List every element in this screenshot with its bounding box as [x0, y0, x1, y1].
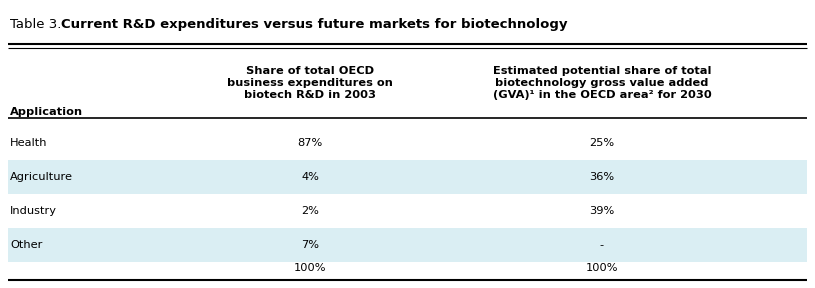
- Text: 2%: 2%: [301, 206, 319, 216]
- Text: Industry: Industry: [10, 206, 57, 216]
- Text: 36%: 36%: [589, 172, 615, 182]
- Text: 100%: 100%: [293, 263, 326, 273]
- Text: 7%: 7%: [301, 240, 319, 250]
- Text: Current R&D expenditures versus future markets for biotechnology: Current R&D expenditures versus future m…: [61, 18, 568, 31]
- Text: Agriculture: Agriculture: [10, 172, 73, 182]
- Text: 87%: 87%: [297, 138, 323, 148]
- Text: Share of total OECD
business expenditures on
biotech R&D in 2003: Share of total OECD business expenditure…: [227, 67, 393, 100]
- Text: Estimated potential share of total
biotechnology gross value added
(GVA)¹ in the: Estimated potential share of total biote…: [492, 67, 711, 100]
- Text: Health: Health: [10, 138, 47, 148]
- Text: 25%: 25%: [589, 138, 615, 148]
- Text: Table 3.: Table 3.: [10, 18, 66, 31]
- Text: 39%: 39%: [589, 206, 615, 216]
- Text: Other: Other: [10, 240, 42, 250]
- Text: 4%: 4%: [301, 172, 319, 182]
- Text: Application: Application: [10, 107, 83, 117]
- Text: 100%: 100%: [586, 263, 619, 273]
- Text: -: -: [600, 240, 604, 250]
